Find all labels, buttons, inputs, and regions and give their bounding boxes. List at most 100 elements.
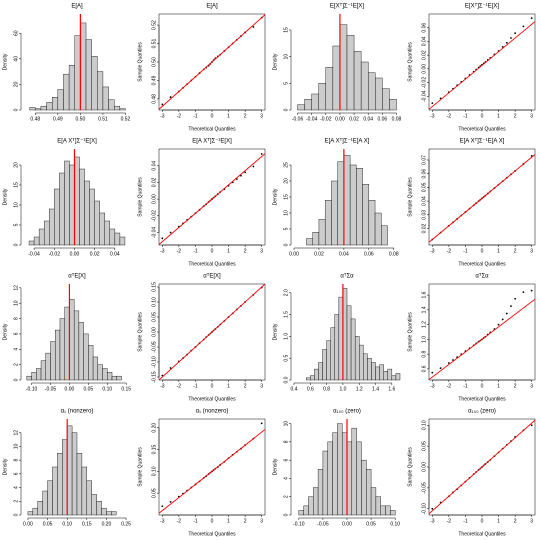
- bar: [382, 88, 390, 111]
- bar: [317, 469, 324, 516]
- point: [169, 231, 172, 234]
- x-tick-label: -3: [430, 113, 435, 119]
- plot-box: [428, 283, 536, 381]
- bar: [379, 364, 384, 381]
- bar: [54, 188, 60, 246]
- y-tick-label: 0.04: [151, 161, 157, 171]
- panel: E[A Xᵀ]Σ⁻¹E[X] Sample Quantiles Theoretica…: [137, 138, 266, 267]
- panel-title: E[A Xᵀ]Σ⁻¹E[X]: [57, 138, 97, 145]
- y-tick-label: -0.05: [421, 482, 427, 494]
- bar: [346, 441, 353, 516]
- y-tick-label: 40: [13, 56, 19, 62]
- point: [169, 367, 172, 369]
- bar: [69, 164, 75, 246]
- x-tick-label: 3: [260, 518, 263, 524]
- x-tick-label: -1: [463, 248, 468, 254]
- bar: [47, 480, 53, 516]
- x-tick-label: -2: [177, 518, 182, 524]
- y-tick-label: 0.05: [151, 312, 157, 322]
- y-tick-label: 12: [13, 430, 19, 436]
- point: [530, 289, 533, 292]
- x-tick-label: 0.50: [76, 116, 86, 122]
- plot-box: [158, 13, 266, 111]
- bar: [43, 220, 50, 246]
- bar: [298, 510, 304, 516]
- bar: [97, 364, 103, 381]
- point: [530, 424, 533, 427]
- bar: [102, 86, 109, 111]
- bar: [363, 353, 368, 381]
- bar: [84, 180, 90, 246]
- x-tick-label: -3: [430, 518, 435, 524]
- x-tick-label: 0.20: [102, 521, 112, 527]
- x-tick-label: 0.10: [102, 386, 112, 392]
- y-tick-label: 1.5: [283, 311, 289, 318]
- y-tick-label: -0.10: [151, 356, 157, 368]
- bar: [96, 501, 102, 516]
- x-tick-label: -3: [430, 383, 435, 389]
- point: [431, 102, 434, 105]
- x-tick-label: -1: [193, 518, 198, 524]
- panel-title: E[Xᵀ]Σ⁻¹E[X]: [330, 3, 364, 10]
- bar: [71, 432, 78, 516]
- y-tick-label: -0.05: [151, 341, 157, 353]
- x-tick-label: 0.48: [30, 116, 40, 122]
- x-tick-label: -3: [160, 518, 165, 524]
- x-tick-label: -3: [430, 248, 435, 254]
- bar: [33, 236, 40, 246]
- y-tick-label: 1.2: [421, 321, 427, 328]
- bar: [381, 225, 388, 246]
- bar: [360, 61, 369, 111]
- x-tick-label: -0.06: [292, 116, 304, 122]
- bar: [356, 441, 362, 516]
- x-axis-label: Theoretical Quantiles: [458, 531, 506, 537]
- bar: [107, 372, 113, 381]
- bar: [327, 441, 333, 516]
- y-tick-label: 0.15: [151, 444, 157, 454]
- x-tick-label: 0.04: [339, 251, 349, 257]
- bar: [89, 188, 95, 246]
- y-axis-label: Density: [272, 323, 278, 340]
- x-tick-label: 1: [497, 518, 500, 524]
- x-tick-label: 2: [514, 383, 517, 389]
- panel: E[A Xᵀ]Σ⁻¹E[A X] Sample Quantiles Theoreti…: [407, 138, 536, 267]
- bar: [27, 511, 34, 516]
- bar: [314, 368, 319, 381]
- y-tick-label: 0.15: [151, 282, 157, 292]
- y-tick-label: 5: [283, 227, 289, 230]
- bar: [387, 368, 393, 381]
- y-tick-label: 6: [13, 472, 19, 475]
- point: [260, 153, 263, 155]
- x-tick-label: 0.05: [366, 521, 376, 527]
- point: [514, 297, 517, 300]
- bar: [46, 102, 53, 111]
- y-tick-label: 10: [13, 443, 19, 449]
- x-tick-label: 0.10: [62, 521, 72, 527]
- y-tick-label: 0.00: [421, 462, 427, 472]
- bar: [52, 466, 58, 516]
- panel: α₁₀₀ (zero) Density -0.10 -0.05 0.00 0.05 0.10…: [272, 409, 400, 528]
- x-tick-label: 1: [227, 518, 230, 524]
- bar: [297, 104, 305, 111]
- bar: [81, 466, 88, 516]
- qq-line: [159, 14, 265, 110]
- bar: [26, 375, 32, 381]
- y-tick-label: 0.6: [421, 365, 427, 372]
- panel-title: αᵀE[X]: [68, 273, 86, 280]
- y-tick-label: 0.02: [421, 50, 427, 60]
- bar: [350, 318, 356, 381]
- point: [510, 305, 512, 308]
- x-tick-label: 0: [211, 113, 214, 119]
- bar: [80, 22, 87, 111]
- bar: [310, 375, 315, 381]
- bar: [374, 212, 382, 246]
- y-tick-label: 10: [283, 421, 289, 427]
- bar: [322, 450, 328, 516]
- x-tick-label: 0.00: [65, 386, 75, 392]
- x-tick-label: -2: [177, 248, 182, 254]
- y-tick-label: 60: [13, 30, 19, 36]
- x-tick-label: 0.25: [121, 521, 131, 527]
- y-tick-label: 0: [283, 243, 289, 246]
- y-tick-label: 1.0: [421, 336, 427, 343]
